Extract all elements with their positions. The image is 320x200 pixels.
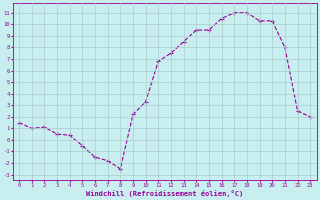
X-axis label: Windchill (Refroidissement éolien,°C): Windchill (Refroidissement éolien,°C): [86, 190, 243, 197]
